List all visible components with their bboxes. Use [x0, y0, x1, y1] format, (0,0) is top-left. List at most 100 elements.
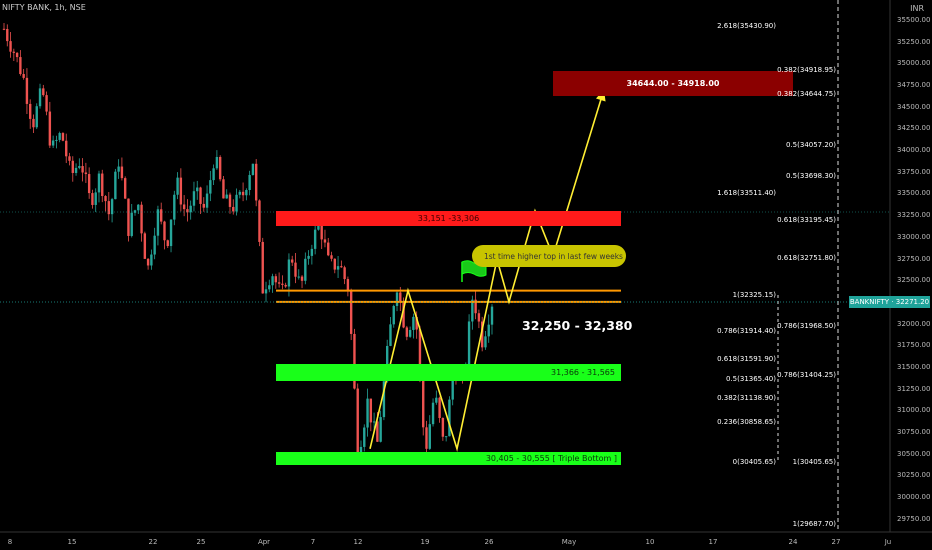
candle-body [176, 177, 179, 195]
candle-body [271, 276, 274, 286]
candle-body [91, 193, 94, 205]
candle-body [9, 41, 12, 52]
candle-body [192, 191, 196, 206]
candle-body [336, 266, 340, 270]
fib-level-label: 0.5(33698.30) [786, 172, 836, 181]
x-tick-label: Ju [884, 538, 892, 546]
candle-body [160, 209, 163, 222]
x-tick-label: 22 [148, 538, 158, 546]
candle-body [405, 327, 409, 337]
candle-body [307, 255, 310, 259]
support-zone-upper[interactable]: 31,366 - 31,565 [276, 364, 621, 381]
fib-level-label: 0.382(34644.75) [777, 90, 836, 99]
fib-level-label: 0.618(32751.80) [777, 254, 836, 263]
candle-body [48, 111, 52, 146]
candle-body [87, 174, 91, 194]
candle-body [330, 255, 333, 259]
y-tick-label: 31250.00 [897, 384, 931, 393]
candle-body [143, 233, 147, 259]
candle-body [297, 276, 300, 278]
candle-body [225, 194, 228, 199]
candle-body [422, 374, 425, 428]
y-tick-label: 31750.00 [897, 341, 931, 350]
currency-label: INR [910, 4, 924, 13]
candle-body [196, 187, 199, 192]
candle-body [389, 324, 392, 346]
badge-price: 32271.20 [895, 298, 930, 306]
candle-body [349, 290, 353, 334]
candle-body [274, 276, 278, 283]
support-zone-triple-bottom[interactable]: 30,405 - 30,555 [ Triple Bottom ] [276, 452, 621, 465]
fib-level-label: 0.786(31404.25) [777, 371, 836, 380]
y-tick-label: 34500.00 [897, 102, 931, 111]
candle-body [402, 301, 405, 328]
candle-body [435, 397, 438, 403]
y-tick-label: 31500.00 [897, 362, 931, 371]
candle-body [480, 321, 484, 348]
candle-body [418, 329, 422, 375]
candle-body [51, 140, 55, 146]
candle-body [268, 285, 271, 290]
candle-body [415, 316, 418, 330]
y-tick-label: 35250.00 [897, 37, 931, 46]
y-tick-label: 34000.00 [897, 146, 931, 155]
candle-body [238, 191, 242, 195]
candle-body [353, 333, 356, 389]
candle-body [444, 436, 448, 438]
y-tick-label: 35500.00 [897, 16, 931, 25]
candle-body [55, 139, 58, 141]
candle-body [287, 259, 291, 287]
candle-body [35, 106, 38, 128]
candle-body [209, 180, 212, 194]
y-tick-label: 34250.00 [897, 124, 931, 133]
candle-body [477, 313, 481, 322]
candle-body [281, 283, 284, 285]
candle-body [182, 204, 186, 210]
y-tick-label: 30750.00 [897, 427, 931, 436]
candle-body [215, 156, 219, 169]
candle-body [333, 258, 336, 270]
resistance-zone[interactable]: 33,151 -33,306 [276, 211, 621, 226]
candle-body [310, 248, 314, 256]
candle-body [38, 88, 42, 107]
candle-body [241, 191, 245, 196]
target-zone[interactable]: 34644.00 - 34918.00 [553, 71, 793, 96]
y-tick-label: 33250.00 [897, 211, 931, 220]
candle-body [235, 194, 238, 212]
candle-body [261, 241, 264, 294]
candle-body [205, 193, 209, 208]
candle-body [431, 402, 435, 425]
candle-body [81, 166, 84, 173]
fib-level-label: 1.618(33511.40) [717, 188, 776, 197]
candle-body [343, 267, 346, 280]
candle-body [94, 192, 97, 205]
candle-body [110, 199, 114, 215]
candle-body [228, 194, 232, 207]
y-tick-label: 35000.00 [897, 59, 931, 68]
x-tick-label: 17 [708, 538, 718, 546]
y-tick-label: 32750.00 [897, 254, 931, 263]
candle-body [277, 282, 281, 284]
candle-body [61, 133, 65, 141]
candle-body [382, 381, 386, 418]
candle-body [120, 166, 124, 179]
candle-body [25, 77, 29, 104]
fib-level-label: 2.618(35430.90) [717, 22, 776, 31]
candle-body [163, 221, 166, 241]
candle-body [356, 388, 359, 458]
candle-body [346, 279, 350, 291]
candle-body [146, 258, 150, 266]
candle-body [245, 190, 248, 196]
fib-level-label: 0(30405.65) [732, 457, 776, 466]
candle-body [317, 224, 320, 230]
y-tick-label: 30500.00 [897, 449, 931, 458]
candle-body [74, 167, 78, 173]
candle-body [15, 52, 19, 58]
y-tick-label: 30250.00 [897, 471, 931, 480]
candle-body [2, 28, 6, 30]
candle-body [137, 204, 140, 211]
candle-body [232, 206, 235, 212]
x-tick-label: 24 [788, 538, 798, 546]
annotation-callout[interactable]: 1st time higher top in last few weeks [472, 245, 626, 267]
x-tick-label: 27 [831, 538, 841, 546]
